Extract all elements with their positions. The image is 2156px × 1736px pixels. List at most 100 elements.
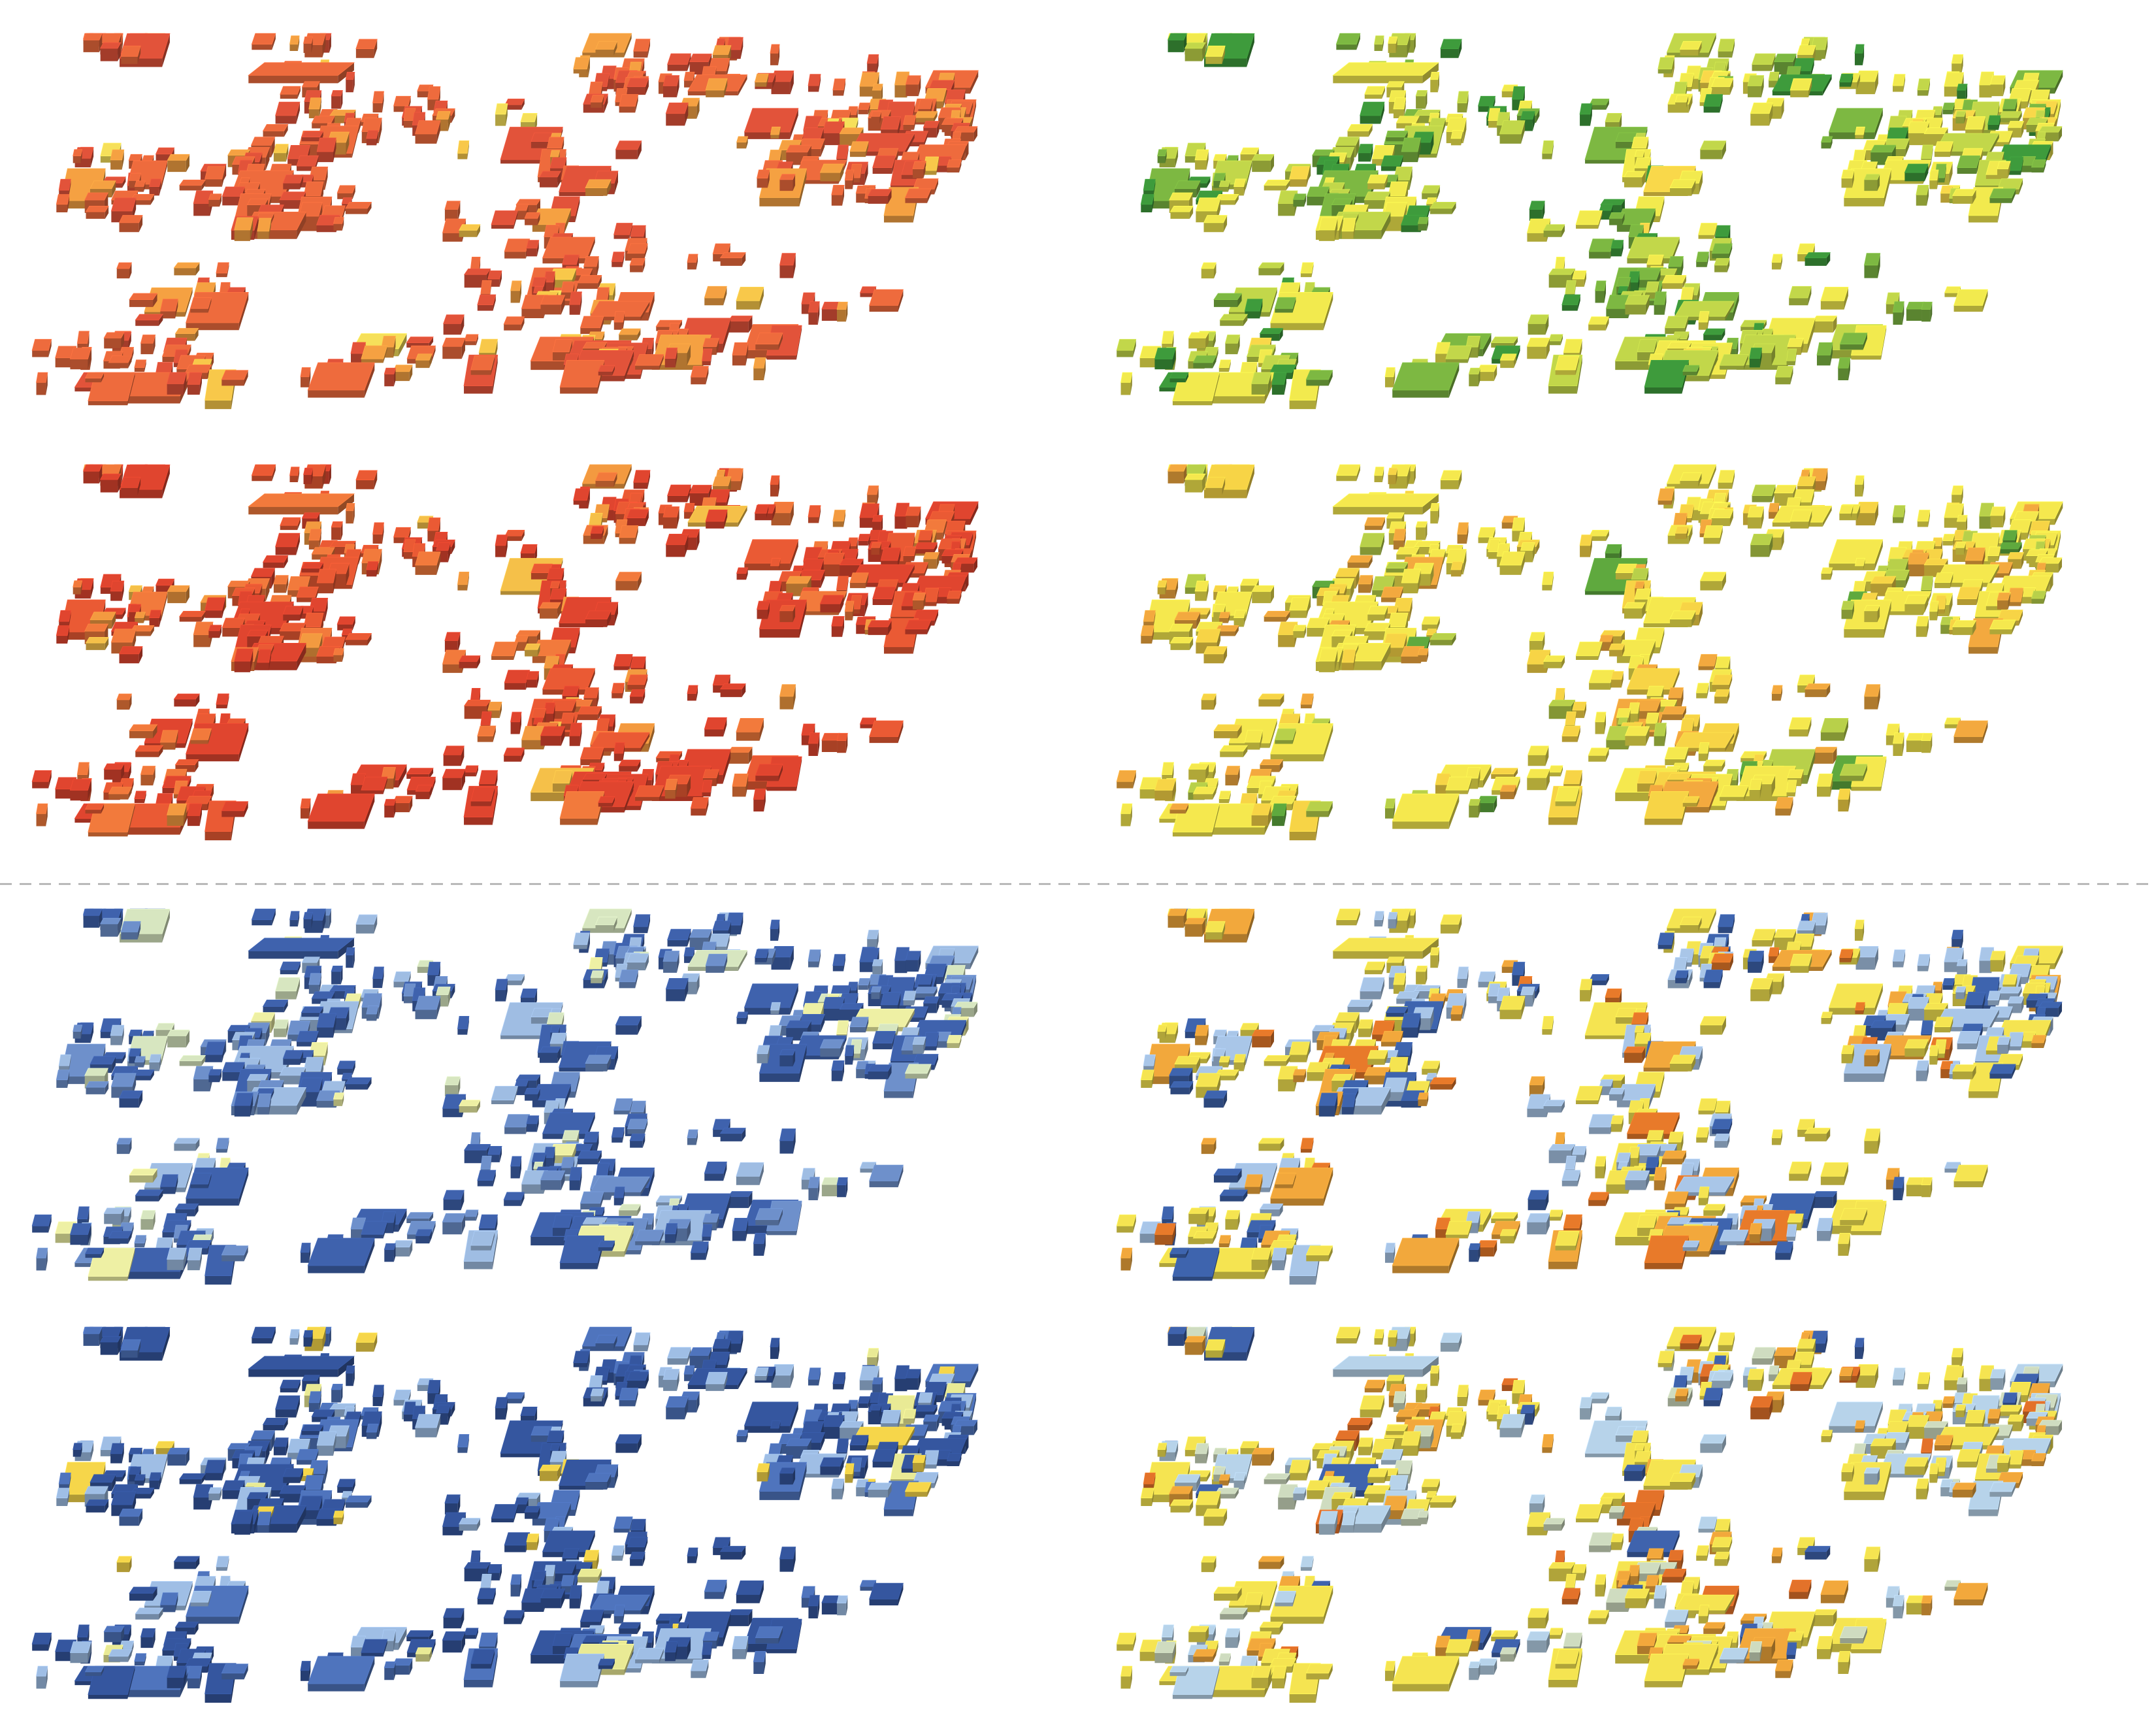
- building-top-face: [345, 502, 355, 512]
- building-top-face: [178, 611, 206, 617]
- building-side-face: [799, 169, 807, 206]
- building-top-face: [361, 549, 382, 563]
- building-side-face: [265, 147, 270, 171]
- building-top-face: [732, 773, 749, 787]
- building-front-face: [491, 224, 514, 229]
- building-block: [331, 90, 343, 109]
- building-block: [216, 693, 229, 709]
- building-top-face: [689, 54, 712, 63]
- building-top-face: [140, 766, 156, 775]
- building-front-face: [1654, 304, 1665, 315]
- building-top-face: [442, 337, 466, 347]
- building-front-face: [1184, 48, 1203, 61]
- building-front-face: [913, 169, 924, 178]
- building-top-face: [1184, 42, 1206, 49]
- building-front-face: [832, 90, 844, 96]
- building-block: [836, 732, 848, 753]
- building-front-face: [1416, 95, 1426, 109]
- building-side-face: [271, 137, 275, 157]
- building-block: [627, 243, 648, 259]
- building-front-face: [477, 304, 493, 311]
- building-top-face: [1219, 314, 1249, 321]
- building-front-face: [1955, 116, 1965, 124]
- building-top-face: [590, 95, 604, 103]
- building-front-face: [216, 704, 227, 709]
- building-top-face: [331, 90, 343, 97]
- building-top-face: [1393, 97, 1407, 110]
- building-top-face: [1224, 335, 1241, 344]
- building-top-face: [443, 314, 465, 324]
- building-top-face: [573, 488, 590, 501]
- building-front-face: [1195, 159, 1207, 170]
- building-top-face: [704, 717, 727, 730]
- building-top-face: [208, 193, 222, 200]
- building-top-face: [135, 314, 164, 321]
- building-top-face: [1998, 111, 2023, 118]
- building-front-face: [248, 75, 338, 84]
- building-front-face: [770, 134, 779, 139]
- building-block: [1703, 94, 1723, 113]
- building-block: [149, 178, 162, 196]
- building-top-face: [757, 169, 770, 179]
- building-block: [1682, 365, 1700, 376]
- building-block: [458, 224, 481, 237]
- building-top-face: [344, 549, 362, 558]
- building-top-face: [779, 253, 796, 266]
- building-top-face: [872, 586, 896, 599]
- building-front-face: [627, 684, 645, 690]
- building-side-face: [877, 54, 879, 74]
- building-front-face: [135, 319, 159, 326]
- building-top-face: [301, 562, 324, 569]
- building-front-face: [821, 309, 838, 321]
- building-top-face: [1374, 35, 1384, 45]
- building-block: [539, 171, 561, 188]
- building-front-face: [732, 355, 746, 366]
- building-top-face: [819, 595, 845, 604]
- building-block: [753, 357, 766, 380]
- building-front-face: [470, 370, 491, 375]
- building-top-face: [1429, 71, 1440, 80]
- building-block: [1188, 332, 1209, 349]
- building-top-face: [82, 464, 103, 472]
- building-top-face: [836, 732, 848, 742]
- building-top-face: [1450, 130, 1463, 139]
- building-front-face: [174, 268, 196, 276]
- building-front-face: [1658, 69, 1672, 74]
- building-front-face: [744, 132, 791, 139]
- building-side-face: [726, 58, 730, 78]
- building-front-face: [204, 610, 222, 618]
- building-front-face: [1829, 132, 1875, 139]
- building-top-face: [174, 759, 199, 765]
- building-block: [1839, 333, 1868, 350]
- building-front-face: [2008, 171, 2021, 175]
- building-top-face: [776, 161, 794, 170]
- building-side-face: [647, 39, 651, 58]
- building-top-face: [859, 72, 880, 87]
- building-block: [1289, 166, 1311, 187]
- building-top-face: [1854, 126, 1865, 135]
- building-block: [82, 33, 103, 52]
- building-top-face: [855, 185, 869, 194]
- building-top-face: [531, 277, 547, 287]
- building-front-face: [1916, 195, 1927, 206]
- building-top-face: [1646, 254, 1664, 265]
- building-front-face: [289, 475, 298, 483]
- building-front-face: [1201, 268, 1215, 279]
- building-top-face: [480, 711, 492, 725]
- building-top-face: [458, 224, 481, 231]
- building-top-face: [301, 131, 324, 138]
- building-front-face: [32, 781, 49, 789]
- building-block: [251, 464, 276, 482]
- building-top-face: [1258, 262, 1285, 269]
- building-top-face: [683, 71, 695, 81]
- building-top-face: [917, 99, 933, 109]
- building-front-face: [504, 682, 526, 690]
- building-block: [912, 161, 926, 178]
- building-block: [1749, 348, 1763, 368]
- building-block: [273, 575, 289, 593]
- building-front-face: [167, 160, 186, 172]
- building-top-face: [1599, 203, 1614, 211]
- building-block: [1774, 366, 1793, 385]
- building-front-face: [1711, 86, 1730, 95]
- building-top-face: [822, 121, 845, 133]
